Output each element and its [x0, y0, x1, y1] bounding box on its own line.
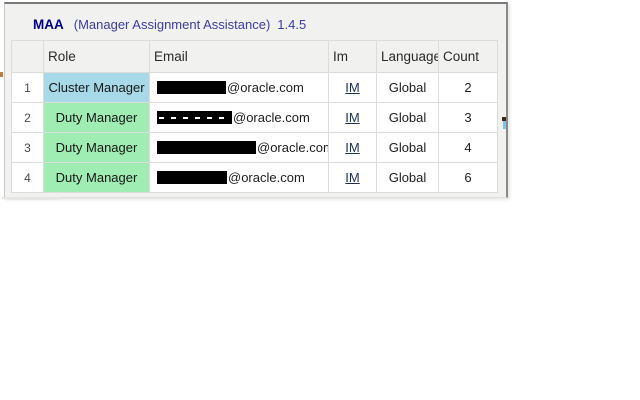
app-full-name: (Manager Assignment Assistance): [73, 17, 271, 32]
column-header-number: [11, 40, 44, 73]
im-cell: IM: [328, 72, 377, 103]
email-cell: @oracle.com: [149, 102, 329, 133]
role-cell: Cluster Manager: [43, 72, 150, 103]
im-link[interactable]: IM: [345, 170, 360, 185]
email-domain: @oracle.com: [227, 80, 304, 95]
app-abbreviation: MAA: [33, 17, 64, 32]
screenshot-edge-smudge: [2, 197, 62, 200]
column-header-im: Im: [328, 40, 377, 73]
im-cell: IM: [328, 102, 377, 133]
managers-table-container: Role Email Im Language Count 1 Cluster M…: [11, 40, 498, 193]
language-cell: Global: [376, 102, 439, 133]
redacted-email-bar: [157, 111, 232, 124]
row-number: 4: [11, 162, 44, 193]
redacted-email-bar: [157, 171, 227, 184]
email-cell: @oracle.com: [149, 132, 329, 163]
artifact-blue-bar: [503, 121, 506, 129]
row-number: 3: [11, 132, 44, 163]
role-cell: Duty Manager: [43, 102, 150, 133]
email-cell: @oracle.com: [149, 72, 329, 103]
table-row: 1 Cluster Manager @oracle.com IM Global …: [11, 72, 498, 103]
maa-window: MAA (Manager Assignment Assistance) 1.4.5 …: [4, 2, 508, 198]
artifact-dark-cap: [502, 117, 506, 121]
email-domain: @oracle.com: [257, 140, 329, 155]
window-title: MAA (Manager Assignment Assistance) 1.4.5: [33, 17, 306, 32]
im-link[interactable]: IM: [345, 140, 360, 155]
im-link[interactable]: IM: [345, 80, 360, 95]
role-cell: Duty Manager: [43, 162, 150, 193]
redacted-email-bar: [157, 81, 226, 94]
im-cell: IM: [328, 132, 377, 163]
count-cell: 2: [438, 72, 498, 103]
im-link[interactable]: IM: [345, 110, 360, 125]
language-cell: Global: [376, 72, 439, 103]
table-header-row: Role Email Im Language Count: [11, 40, 498, 73]
left-edge-artifact: [0, 72, 3, 77]
language-cell: Global: [376, 162, 439, 193]
column-header-count: Count: [438, 40, 498, 73]
role-cell: Duty Manager: [43, 132, 150, 163]
email-domain: @oracle.com: [228, 170, 305, 185]
email-cell: @oracle.com: [149, 162, 329, 193]
column-header-language: Language: [376, 40, 439, 73]
redacted-email-bar: [157, 141, 256, 154]
managers-table: Role Email Im Language Count 1 Cluster M…: [11, 40, 498, 193]
column-header-email: Email: [149, 40, 329, 73]
table-row: 2 Duty Manager @oracle.com IM Global 3: [11, 102, 498, 133]
count-cell: 4: [438, 132, 498, 163]
language-cell: Global: [376, 132, 439, 163]
app-version: 1.4.5: [277, 17, 307, 32]
column-header-role: Role: [43, 40, 150, 73]
im-cell: IM: [328, 162, 377, 193]
email-domain: @oracle.com: [233, 110, 310, 125]
table-row: 3 Duty Manager @oracle.com IM Global 4: [11, 132, 498, 163]
row-number: 2: [11, 102, 44, 133]
table-row: 4 Duty Manager @oracle.com IM Global 6: [11, 162, 498, 193]
row-number: 1: [11, 72, 44, 103]
count-cell: 3: [438, 102, 498, 133]
stray-cursor-artifact: [502, 117, 506, 129]
count-cell: 6: [438, 162, 498, 193]
